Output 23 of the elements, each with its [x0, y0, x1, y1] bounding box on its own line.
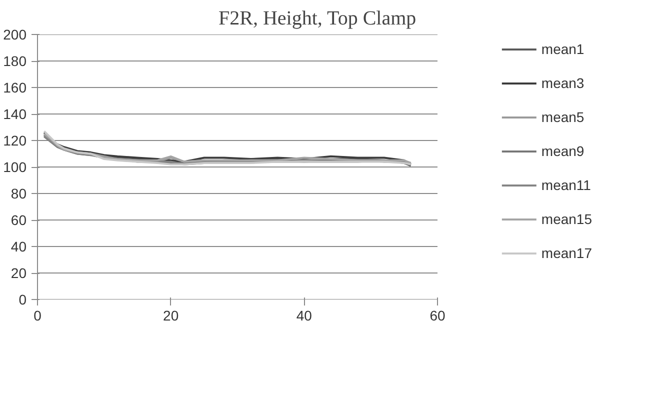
- y-tick-label: 80: [10, 186, 27, 202]
- x-tick-label: 0: [34, 308, 42, 324]
- y-tick-label: 200: [3, 26, 27, 42]
- x-tick-label: 40: [296, 308, 312, 324]
- y-tick-label: 40: [10, 238, 27, 254]
- chart-title: F2R, Height, Top Clamp: [218, 8, 416, 30]
- y-tick-label: 20: [10, 265, 27, 281]
- legend-label: mean9: [541, 142, 584, 161]
- y-tick-label: 180: [3, 53, 27, 69]
- y-tick-label: 140: [3, 106, 27, 122]
- legend-label: mean15: [541, 210, 592, 229]
- y-tick-label: 0: [18, 292, 27, 308]
- legend-label: mean11: [541, 176, 591, 195]
- y-tick-label: 160: [3, 80, 27, 96]
- x-tick-label: 60: [430, 308, 446, 324]
- legend-label: mean17: [541, 244, 592, 263]
- y-tick-label: 60: [10, 212, 27, 228]
- y-tick-label: 120: [3, 132, 27, 148]
- legend-label: mean3: [541, 74, 584, 93]
- y-tick-label: 100: [3, 159, 27, 175]
- x-tick-label: 20: [163, 308, 179, 324]
- legend-label: mean1: [541, 40, 584, 59]
- legend-label: mean5: [541, 108, 584, 127]
